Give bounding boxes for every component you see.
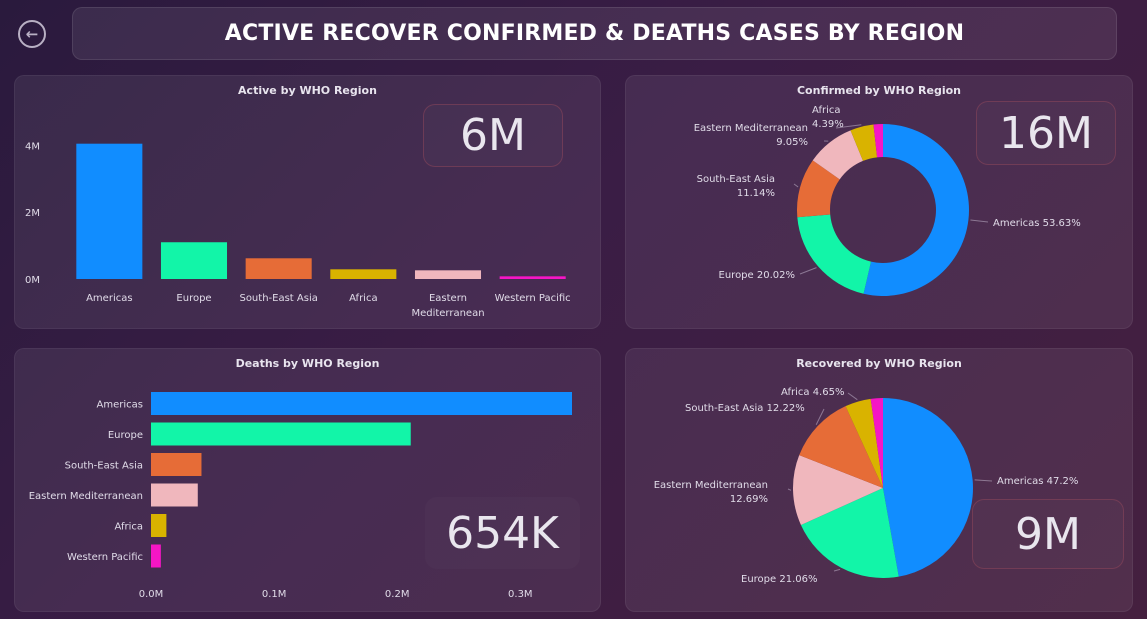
active-ytick-label: 2M	[25, 208, 40, 219]
confirmed-slice-africa	[850, 124, 878, 161]
deaths-bar-south-east-asia	[151, 453, 202, 476]
confirmed-slice-western-pacific	[873, 124, 883, 158]
confirmed-slice-americas	[863, 124, 969, 296]
active-bar-eastern-mediterranean	[414, 270, 482, 279]
confirmed-data-label: Europe 20.02%	[719, 270, 795, 281]
recovered-data-label: Eastern Mediterranean	[654, 480, 768, 491]
recovered-slice-south-east-asia	[799, 406, 883, 488]
active-xtick-label: Western Pacific	[495, 293, 571, 304]
deaths-bar-americas	[151, 392, 572, 415]
deaths-ytick-label: Eastern Mediterranean	[29, 491, 143, 502]
active-panel: Active by WHO Region 0M 2M 4M Americas Europ…	[14, 75, 601, 329]
confirmed-kpi-value: 16M	[999, 107, 1093, 159]
recovered-leader-line	[847, 392, 858, 401]
recovered-leader-line	[815, 408, 825, 425]
active-xtick-label: Eastern	[429, 293, 467, 304]
arrow-left-circle-icon: ←	[25, 25, 39, 43]
deaths-bar-chart: Americas Europe South-East Asia Eastern Med…	[29, 392, 572, 600]
confirmed-leader-line	[793, 183, 799, 188]
recovered-data-label: South-East Asia 12.22%	[685, 403, 805, 414]
recovered-slice-eastern-mediterranean	[793, 455, 883, 525]
deaths-xtick-label: 0.0M	[139, 589, 164, 600]
dashboard-title: ACTIVE RECOVER CONFIRMED & DEATHS CASES …	[224, 21, 965, 46]
active-ytick-label: 0M	[25, 275, 40, 286]
deaths-xtick-label: 0.2M	[385, 589, 410, 600]
active-bar-africa	[330, 269, 397, 279]
deaths-bar-eastern-mediterranean	[151, 483, 198, 507]
deaths-ytick-label: Europe	[108, 430, 143, 441]
recovered-slice-western-pacific	[870, 398, 883, 488]
deaths-panel-title: Deaths by WHO Region	[235, 357, 380, 370]
deaths-ytick-label: Africa	[114, 522, 143, 533]
deaths-kpi-card: 654K	[425, 497, 580, 569]
recovered-slice-africa	[845, 398, 883, 488]
confirmed-data-label: Africa	[812, 105, 841, 116]
confirmed-slice-europe	[797, 214, 872, 294]
deaths-bar-europe	[151, 422, 411, 446]
active-bar-chart: 0M 2M 4M Americas Europe South-East Asia Afric…	[25, 141, 571, 319]
recovered-slice-europe	[800, 488, 899, 578]
active-xtick-label: Mediterranean	[411, 308, 484, 319]
recovered-data-label: Europe 21.06%	[741, 574, 817, 585]
deaths-ytick-label: Americas	[97, 400, 143, 411]
confirmed-donut-chart: Americas 53.63% Europe 20.02% South-East A…	[694, 105, 1081, 296]
active-xtick-label: Africa	[349, 293, 378, 304]
confirmed-data-label: Eastern Mediterranean	[694, 123, 808, 134]
confirmed-slice-south-east-asia	[797, 160, 840, 218]
active-ytick-label: 4M	[25, 141, 40, 152]
recovered-leader-line	[974, 479, 993, 482]
confirmed-kpi-card: 16M	[976, 101, 1116, 165]
confirmed-leader-line	[835, 124, 862, 129]
recovered-leader-line	[787, 488, 792, 491]
confirmed-panel: Confirmed by WHO Region Americas 53.63% E…	[625, 75, 1133, 329]
back-button[interactable]: ←	[18, 20, 46, 48]
confirmed-leader-line	[799, 267, 817, 275]
recovered-data-label: Africa 4.65%	[781, 387, 844, 398]
recovered-slice-americas	[883, 398, 973, 577]
deaths-xtick-label: 0.3M	[508, 589, 533, 600]
deaths-bar-africa	[151, 514, 167, 537]
deaths-panel: Deaths by WHO Region Americas Europe South…	[14, 348, 601, 612]
confirmed-data-label: 11.14%	[737, 188, 775, 199]
active-kpi-value: 6M	[460, 110, 526, 161]
active-bar-western-pacific	[499, 276, 566, 279]
confirmed-data-label: 4.39%	[812, 119, 844, 130]
recovered-leader-line	[833, 568, 841, 572]
active-xtick-label: South-East Asia	[239, 293, 317, 304]
confirmed-data-label: South-East Asia	[697, 174, 775, 185]
active-kpi-card: 6M	[423, 104, 563, 167]
active-xtick-label: Europe	[176, 293, 211, 304]
confirmed-data-label: Americas 53.63%	[993, 218, 1081, 229]
active-bar-europe	[160, 242, 228, 279]
active-bar-americas	[76, 143, 143, 279]
recovered-data-label: Americas 47.2%	[997, 476, 1078, 487]
deaths-kpi-value: 654K	[446, 507, 559, 559]
recovered-panel-title: Recovered by WHO Region	[796, 357, 962, 370]
dashboard-title-bar: ACTIVE RECOVER CONFIRMED & DEATHS CASES …	[72, 7, 1117, 60]
recovered-kpi-value: 9M	[1015, 508, 1081, 560]
confirmed-leader-line	[970, 219, 989, 223]
active-xtick-label: Americas	[86, 293, 132, 304]
deaths-bar-western-pacific	[151, 544, 161, 568]
recovered-pie-chart: Americas 47.2% Europe 21.06% Eastern Medit…	[654, 387, 1079, 585]
confirmed-data-label: 9.05%	[776, 137, 808, 148]
deaths-xtick-label: 0.1M	[262, 589, 287, 600]
recovered-data-label: 12.69%	[730, 494, 768, 505]
deaths-ytick-label: Western Pacific	[67, 552, 143, 563]
recovered-panel: Recovered by WHO Region Americas 47.2% Eu…	[625, 348, 1133, 612]
recovered-kpi-card: 9M	[972, 499, 1124, 569]
active-bar-south-east-asia	[245, 258, 312, 279]
deaths-ytick-label: South-East Asia	[65, 461, 143, 472]
active-panel-title: Active by WHO Region	[238, 84, 377, 97]
confirmed-panel-title: Confirmed by WHO Region	[796, 84, 962, 97]
confirmed-slice-eastern-mediterranean	[812, 130, 863, 180]
